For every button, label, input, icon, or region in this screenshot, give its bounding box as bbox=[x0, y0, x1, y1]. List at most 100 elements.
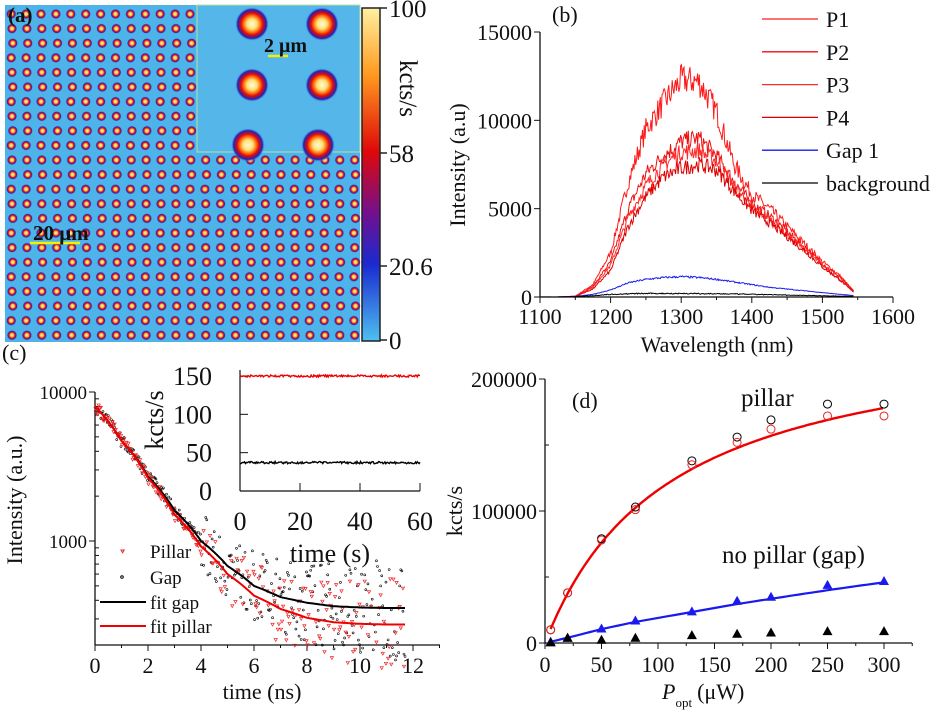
pillar-dot bbox=[82, 213, 93, 224]
x-axis-label-sub: opt bbox=[675, 695, 692, 710]
pillar-dot bbox=[50, 271, 62, 282]
data-point bbox=[269, 607, 272, 611]
data-point bbox=[98, 405, 104, 410]
pillar-dot bbox=[111, 213, 123, 224]
data-point bbox=[300, 589, 304, 593]
pillar-dot bbox=[231, 300, 242, 312]
pillar-dot bbox=[96, 67, 107, 78]
pillar-dot bbox=[333, 271, 345, 282]
pillar-dot bbox=[289, 330, 301, 341]
legend-label: fit gap bbox=[150, 593, 199, 614]
data-point bbox=[292, 643, 298, 648]
pillar-dot bbox=[111, 300, 123, 312]
data-point bbox=[348, 568, 352, 572]
pillar-dot bbox=[111, 257, 123, 268]
data-point bbox=[232, 560, 235, 564]
data-point bbox=[398, 626, 404, 631]
data-point bbox=[329, 656, 335, 661]
pillar-dot bbox=[289, 198, 301, 209]
pillar-dot bbox=[21, 286, 33, 297]
pillar-dot bbox=[67, 169, 78, 180]
data-point bbox=[389, 608, 393, 612]
colorbar-tick-label: 58 bbox=[389, 141, 414, 168]
legend-label: P1 bbox=[826, 7, 849, 32]
x-axis-label: time (ns) bbox=[223, 679, 302, 704]
data-point bbox=[162, 486, 165, 490]
data-point bbox=[247, 574, 252, 579]
x-tick-label: 0 bbox=[540, 652, 551, 677]
data-point bbox=[280, 604, 286, 609]
data-point bbox=[338, 625, 343, 630]
data-point bbox=[132, 448, 135, 452]
pillar-dot bbox=[95, 8, 106, 20]
pillar-dot bbox=[21, 23, 33, 34]
pillar-dot bbox=[125, 52, 136, 63]
pillar-dot bbox=[318, 315, 330, 326]
pillar-dot bbox=[334, 330, 345, 341]
pillar-dot bbox=[125, 140, 136, 151]
series-line-gap-1 bbox=[540, 275, 854, 298]
pillar-dot bbox=[37, 257, 48, 268]
data-point bbox=[319, 580, 324, 585]
pillar-dot bbox=[215, 330, 226, 341]
y-tick-label: 0 bbox=[521, 285, 532, 310]
pillar-dot bbox=[7, 213, 18, 224]
pillar-dot bbox=[259, 184, 270, 195]
pillar-dot bbox=[51, 198, 62, 209]
data-point bbox=[380, 651, 385, 656]
pillar-dot bbox=[184, 271, 196, 282]
data-point bbox=[139, 471, 145, 476]
pillar-dot bbox=[82, 169, 93, 180]
pillar-dot bbox=[304, 271, 315, 282]
pillar-dot bbox=[66, 242, 77, 253]
pillar-dot bbox=[185, 286, 196, 297]
data-point bbox=[218, 535, 221, 539]
pillar-dot bbox=[185, 67, 196, 78]
data-point bbox=[239, 559, 245, 563]
data-point bbox=[545, 637, 556, 647]
data-point bbox=[305, 570, 308, 574]
data-point bbox=[155, 481, 159, 485]
pillar-dot bbox=[110, 52, 121, 63]
pillar-dot bbox=[126, 213, 138, 224]
pillar-dot bbox=[169, 271, 181, 282]
data-point bbox=[339, 581, 342, 584]
data-point bbox=[327, 592, 332, 596]
data-point bbox=[146, 479, 149, 482]
pillar-dot bbox=[349, 286, 360, 297]
pillar-dot bbox=[21, 330, 33, 341]
pillar-dot bbox=[126, 330, 137, 341]
data-point bbox=[562, 632, 573, 642]
y-axis-label: kcts/s bbox=[442, 486, 467, 536]
pillar-dot bbox=[67, 38, 78, 49]
data-point bbox=[206, 573, 210, 577]
pillar-dot bbox=[214, 271, 225, 282]
data-point bbox=[879, 399, 889, 409]
data-point bbox=[221, 573, 226, 578]
pillar-dot bbox=[155, 8, 166, 20]
pillar-dot bbox=[81, 23, 92, 34]
pillar-dot bbox=[170, 198, 182, 209]
legend-label: Gap 1 bbox=[826, 138, 879, 163]
pillar-dot bbox=[110, 8, 121, 20]
pillar-dot bbox=[156, 257, 167, 268]
data-point bbox=[196, 544, 201, 549]
pillar-dot bbox=[186, 300, 197, 312]
x-tick-label: 0 bbox=[90, 653, 101, 678]
pillar-dot bbox=[230, 198, 241, 209]
pillar-dot bbox=[36, 67, 47, 78]
data-point bbox=[366, 590, 372, 595]
data-point bbox=[328, 587, 332, 591]
pillar-dot bbox=[155, 286, 167, 297]
legend-label: fit pillar bbox=[150, 617, 212, 638]
pillar-dot bbox=[95, 315, 106, 326]
y-tick-label: 150 bbox=[173, 362, 212, 391]
pillar-dot bbox=[185, 111, 196, 122]
data-point bbox=[165, 492, 168, 496]
pillar-dot bbox=[260, 242, 271, 253]
pillar-dot bbox=[36, 330, 47, 341]
data-point bbox=[823, 399, 832, 409]
pillar-dot bbox=[125, 227, 136, 239]
pillar-dot bbox=[156, 81, 167, 93]
pillar-dot bbox=[22, 81, 33, 93]
